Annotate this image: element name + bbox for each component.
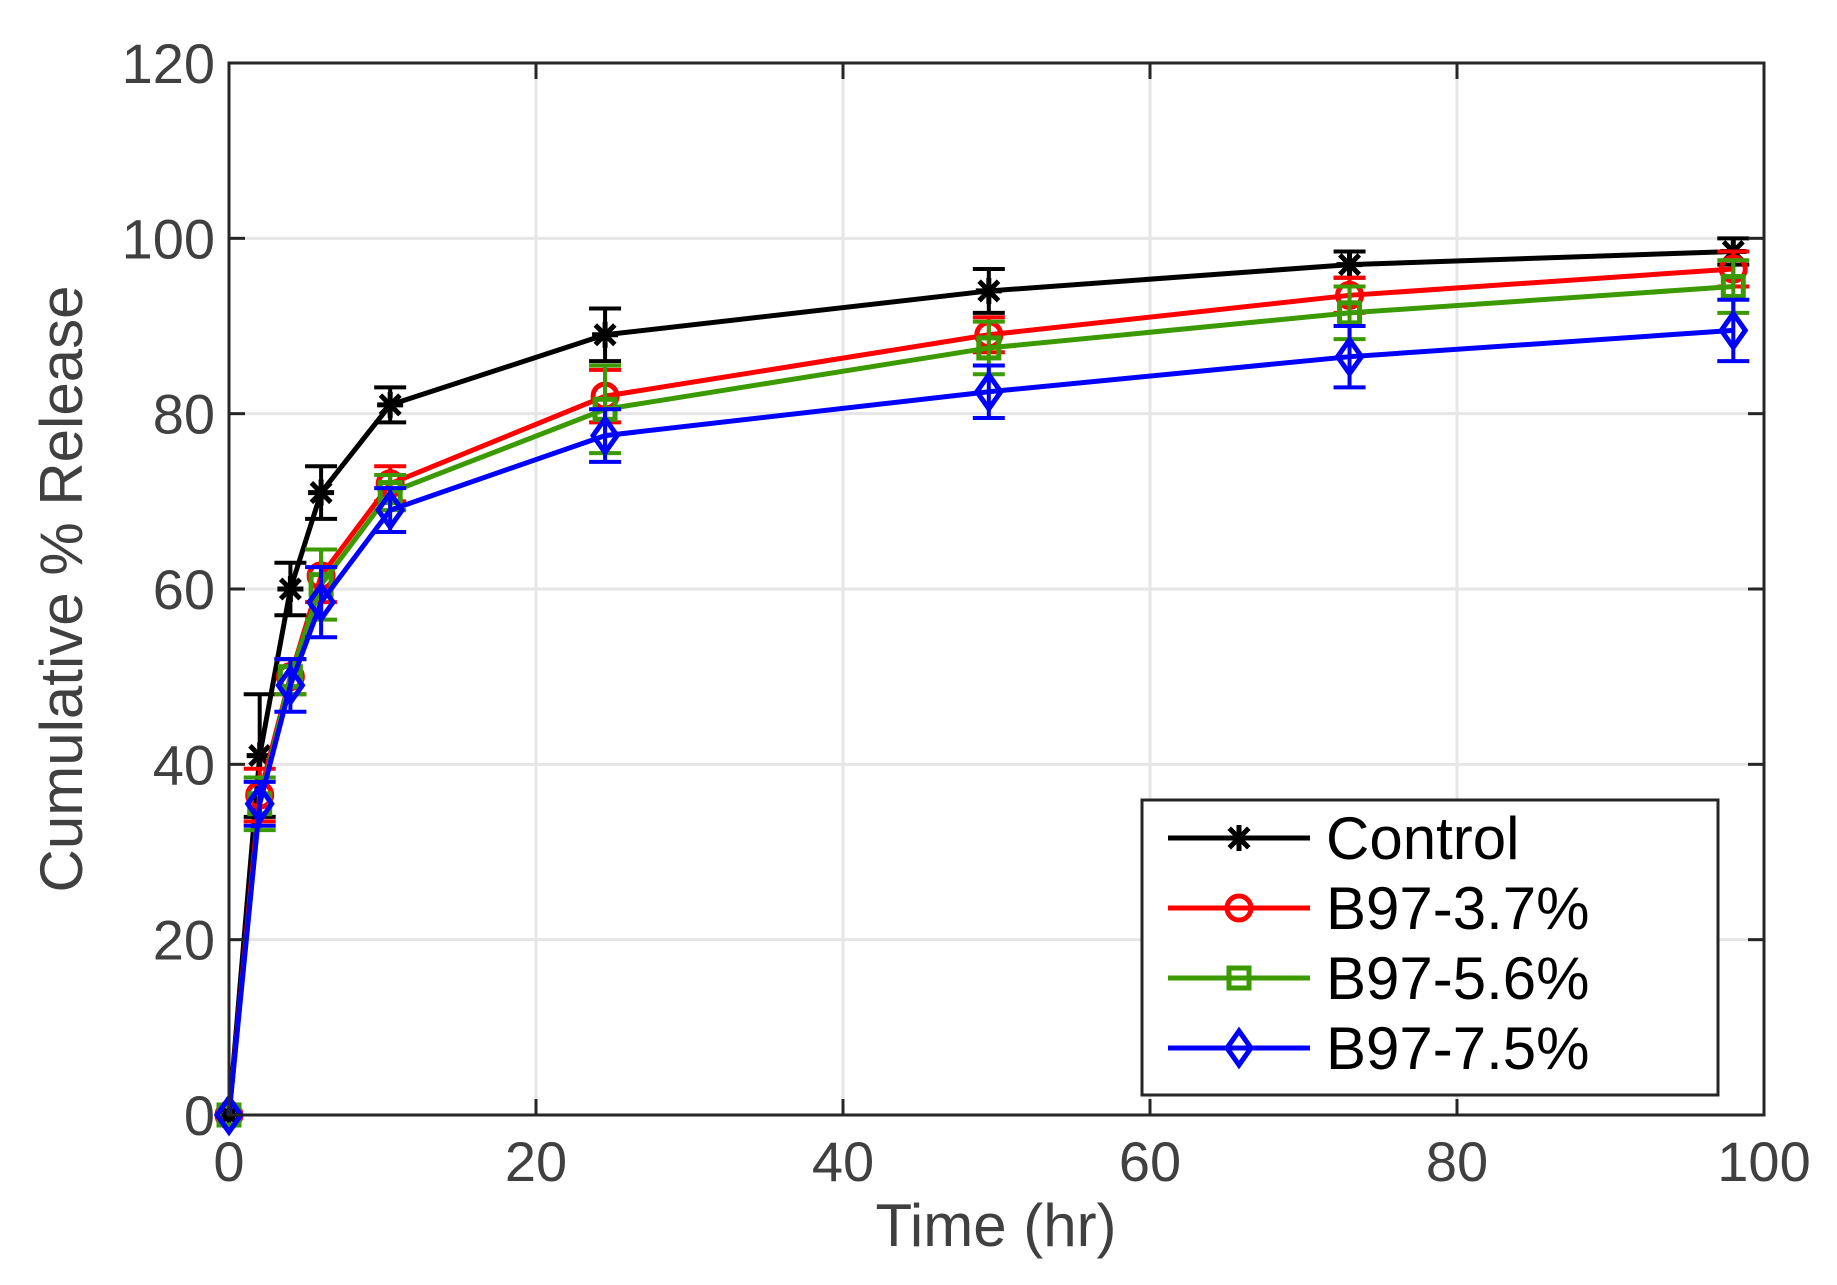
legend-label: Control: [1326, 805, 1519, 872]
data-point: [275, 664, 306, 707]
data-point: [1337, 300, 1363, 326]
legend-marker: [1226, 965, 1252, 991]
legend-label: B97-3.7%: [1326, 875, 1590, 942]
data-point: [213, 1093, 245, 1137]
x-tick-label: 20: [505, 1130, 567, 1193]
legend-marker: [1223, 1026, 1255, 1070]
data-point: [375, 488, 406, 532]
data-point: [306, 580, 337, 624]
legend-label: B97-7.5%: [1326, 1015, 1590, 1082]
legend-label: B97-5.6%: [1326, 945, 1590, 1012]
data-point: [1336, 251, 1363, 278]
y-tick-label: 40: [153, 733, 215, 796]
data-point: [277, 576, 304, 602]
legend-marker: [1224, 893, 1254, 923]
data-point: [1718, 309, 1749, 352]
data-point: [973, 370, 1004, 414]
y-tick-label: 120: [122, 32, 215, 95]
x-tick-label: 80: [1426, 1130, 1488, 1193]
x-tick-label: 40: [812, 1130, 874, 1193]
x-tick-label: 60: [1119, 1130, 1181, 1193]
grid-lines: [229, 63, 1764, 1115]
error-bar: [305, 565, 338, 640]
data-point: [976, 335, 1002, 361]
y-tick-label: 20: [153, 909, 215, 972]
series-B97-7.5%: [213, 297, 1750, 1137]
y-tick-label: 0: [184, 1084, 215, 1147]
data-point: [1720, 274, 1746, 300]
y-tick-label: 80: [153, 383, 215, 446]
data-point: [377, 391, 404, 418]
y-tick-label: 100: [122, 207, 215, 270]
data-point: [592, 321, 619, 348]
axis-ticks: 0 20 40 60 80 100 0 20 40 60 80 100 120: [122, 32, 1811, 1193]
y-axis-title: Cumulative % Release: [28, 286, 95, 893]
legend-marker: [1226, 825, 1252, 851]
x-axis-title: Time (hr): [875, 1192, 1116, 1259]
data-point: [590, 414, 621, 457]
x-tick-label: 100: [1717, 1130, 1810, 1193]
data-point: [1334, 335, 1365, 379]
y-tick-label: 60: [153, 558, 215, 621]
x-tick-label: 0: [213, 1130, 244, 1193]
data-point: [244, 782, 275, 826]
data-point: [308, 479, 335, 506]
data-point: [975, 277, 1002, 304]
